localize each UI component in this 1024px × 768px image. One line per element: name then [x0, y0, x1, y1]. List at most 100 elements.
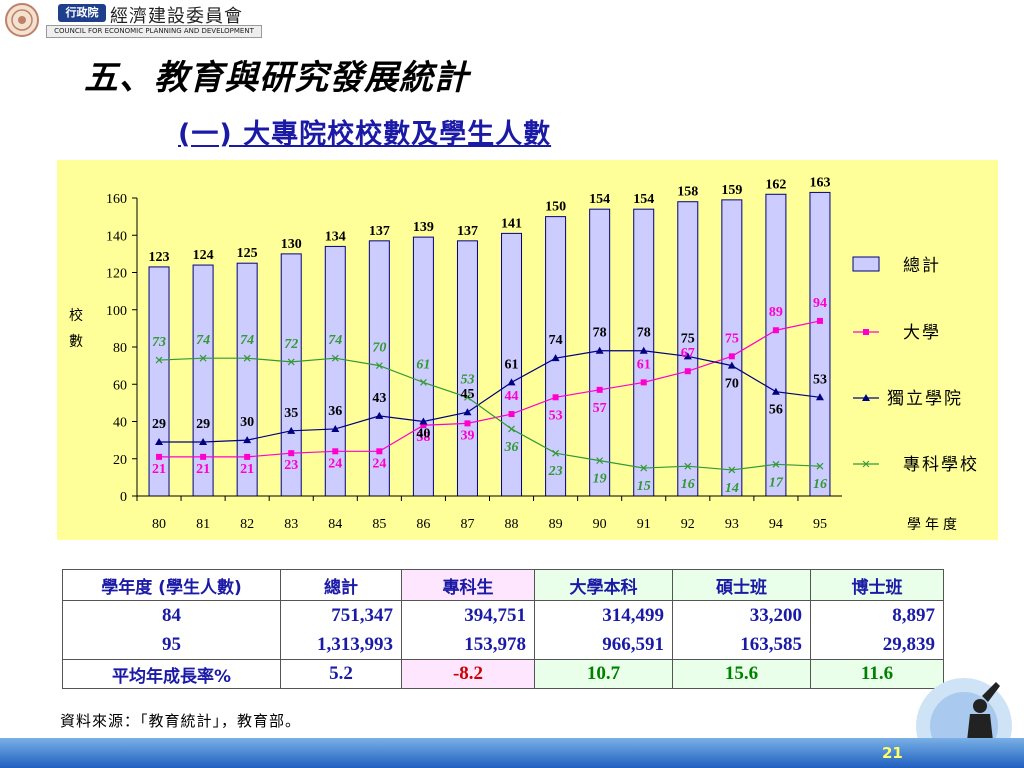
line-value-label: 67 [681, 346, 695, 361]
undergrad-value: 314,499 [602, 605, 664, 626]
line-value-label: 57 [593, 401, 607, 416]
junior-college-value: 394,751 [464, 605, 526, 626]
line-value-label: 61 [416, 357, 430, 372]
line-value-label: 74 [240, 333, 254, 348]
series-marker [772, 460, 780, 468]
line-value-label: 21 [152, 462, 166, 477]
x-tick-label: 88 [505, 517, 519, 532]
series-marker [551, 354, 560, 362]
bar-value-label: 162 [765, 177, 786, 192]
undergrad-value: 966,591 [602, 634, 664, 655]
series-marker [816, 317, 823, 324]
line-value-label: 74 [196, 333, 210, 348]
executive-yuan-badge: 行政院 [58, 4, 106, 22]
y-axis-label: 數 [69, 334, 83, 350]
growth-label: 平均年成長率% [62, 659, 281, 689]
bar [456, 240, 478, 497]
line-value-label: 38 [416, 430, 430, 445]
series-marker [727, 361, 736, 369]
series-marker [287, 426, 296, 434]
bar-value-label: 163 [809, 175, 830, 190]
series-marker [243, 354, 251, 362]
y-tick-label: 100 [106, 304, 127, 319]
x-tick-label: 87 [460, 517, 474, 532]
series-marker [464, 393, 471, 401]
line-value-label: 16 [813, 477, 827, 492]
line-value-label: 74 [328, 333, 342, 348]
table-header-row: 學年度 (學生人數) 總計 專科生 大學本科 碩士班 博士班 [62, 569, 944, 601]
x-tick-label: 86 [416, 517, 430, 532]
growth-junior-college: -8.2 [401, 659, 535, 689]
x-axis-label: 學年度 [907, 517, 961, 533]
line-value-label: 61 [505, 357, 519, 372]
series-marker [199, 354, 207, 362]
seal-icon [5, 3, 39, 37]
line-value-label: 53 [460, 372, 474, 387]
series-marker [288, 450, 295, 457]
line-value-label: 24 [372, 456, 386, 471]
series-marker [156, 453, 163, 460]
page-number: 21 [882, 744, 903, 762]
footer-bar [0, 738, 1024, 768]
line-value-label: 74 [549, 333, 563, 348]
undergrad-cell: 314,499 966,591 [534, 600, 673, 660]
x-tick-label: 85 [372, 517, 386, 532]
x-tick-label: 80 [152, 517, 166, 532]
series-marker [375, 411, 384, 419]
bar [809, 191, 831, 497]
growth-undergrad: 10.7 [534, 659, 673, 689]
series-marker [640, 379, 647, 386]
y-tick-label: 60 [113, 378, 127, 393]
line-value-label: 14 [725, 481, 739, 496]
line-value-label: 36 [328, 404, 342, 419]
series-marker [331, 354, 339, 362]
series-marker [595, 346, 604, 354]
series-line [159, 357, 820, 471]
series-marker [419, 378, 427, 386]
line-value-label: 21 [196, 462, 210, 477]
bar-value-label: 124 [193, 248, 214, 263]
y-tick-label: 40 [113, 416, 127, 431]
org-logo: 行政院 經濟建設委員會 COUNCIL FOR ECONOMIC PLANNIN… [0, 0, 262, 40]
page-subtitle: (一) 大專院校校數及學生人數 [178, 119, 552, 150]
header-cell-junior-college: 專科生 [401, 569, 535, 601]
phd-value: 8,897 [892, 605, 935, 626]
bar-value-label: 125 [237, 246, 258, 261]
phd-cell: 8,897 29,839 [810, 600, 944, 660]
y-tick-label: 20 [113, 453, 127, 468]
line-value-label: 23 [548, 464, 563, 479]
series-marker [552, 449, 560, 457]
line-value-label: 70 [372, 341, 386, 356]
line-value-label: 29 [196, 417, 210, 432]
bar [721, 199, 743, 497]
line-value-label: 61 [637, 357, 651, 372]
series-marker [639, 346, 648, 354]
series-marker [331, 424, 340, 432]
line-value-label: 53 [813, 372, 827, 387]
line-value-label: 36 [504, 440, 519, 455]
series-marker [596, 457, 604, 465]
x-tick-label: 91 [637, 517, 651, 532]
bar-value-label: 154 [589, 192, 610, 207]
series-marker [507, 378, 516, 386]
year-cell: 84 95 [62, 600, 281, 660]
line-value-label: 73 [152, 335, 166, 350]
source-note: 資料來源：「教育統計」，教育部。 [60, 712, 302, 730]
growth-total: 5.2 [280, 659, 402, 689]
legend-marker [862, 394, 870, 401]
junior-college-cell: 394,751 153,978 [401, 600, 535, 660]
series-marker [376, 448, 383, 455]
bar-value-label: 139 [413, 220, 434, 235]
student-table: 學年度 (學生人數) 總計 專科生 大學本科 碩士班 博士班 84 95 751,… [62, 569, 944, 689]
series-line [159, 320, 821, 458]
masters-value: 33,200 [749, 605, 802, 626]
line-value-label: 89 [769, 305, 783, 320]
phd-value: 29,839 [882, 634, 935, 655]
x-tick-label: 82 [240, 517, 254, 532]
header-cell-phd: 博士班 [810, 569, 944, 601]
x-tick-label: 90 [593, 517, 607, 532]
series-marker [155, 437, 164, 445]
series-marker [815, 393, 824, 401]
bar-value-label: 134 [325, 229, 346, 244]
